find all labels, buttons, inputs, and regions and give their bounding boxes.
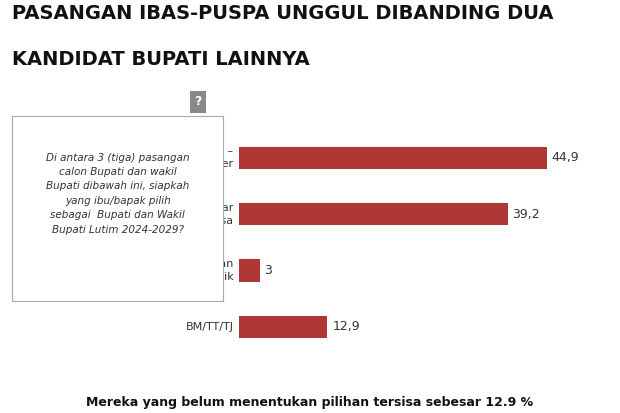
Text: 3: 3 bbox=[264, 264, 272, 277]
Bar bbox=[239, 203, 508, 225]
Text: 39,2: 39,2 bbox=[512, 208, 540, 221]
Text: ?: ? bbox=[194, 95, 202, 108]
Text: Mereka yang belum menentukan pilihan tersisa sebesar 12.9 %: Mereka yang belum menentukan pilihan ter… bbox=[86, 396, 534, 409]
Text: KANDIDAT BUPATI LAINNYA: KANDIDAT BUPATI LAINNYA bbox=[12, 50, 310, 69]
Text: 44,9: 44,9 bbox=[551, 152, 579, 164]
Bar bbox=[239, 316, 327, 338]
Text: Irwan Bachri Syam –
Puspawati Husler: Irwan Bachri Syam – Puspawati Husler bbox=[120, 146, 234, 169]
Text: PASANGAN IBAS-PUSPA UNGGUL DIBANDING DUA: PASANGAN IBAS-PUSPA UNGGUL DIBANDING DUA bbox=[12, 4, 554, 23]
Text: Isrullah Achmad – Usman
Sadik: Isrullah Achmad – Usman Sadik bbox=[92, 259, 234, 282]
Text: 12,9: 12,9 bbox=[332, 320, 360, 333]
Bar bbox=[239, 259, 260, 282]
Text: Budiman Hakim – Akbar
Andi Leluasa: Budiman Hakim – Akbar Andi Leluasa bbox=[99, 203, 234, 226]
Bar bbox=[239, 147, 547, 169]
Text: BM/TT/TJ: BM/TT/TJ bbox=[185, 322, 234, 332]
Text: Di antara 3 (tiga) pasangan
calon Bupati dan wakil
Bupati dibawah ini, siapkah
y: Di antara 3 (tiga) pasangan calon Bupati… bbox=[46, 153, 190, 235]
